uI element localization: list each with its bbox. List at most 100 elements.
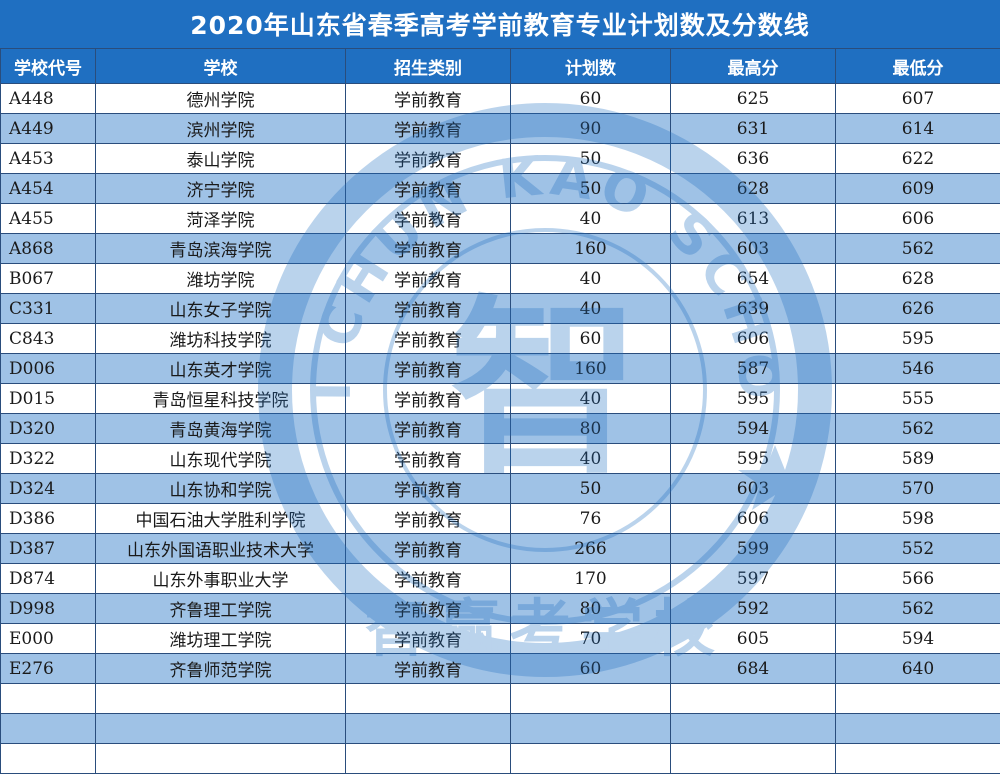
cell-code: [1, 714, 96, 744]
cell-school: 潍坊学院: [96, 264, 346, 294]
cell-code: D387: [1, 534, 96, 564]
cell-code: E276: [1, 654, 96, 684]
cell-max-score: 595: [671, 444, 836, 474]
cell-category: 学前教育: [346, 504, 511, 534]
cell-max-score: 625: [671, 84, 836, 114]
cell-category: 学前教育: [346, 84, 511, 114]
column-header-max-score: 最高分: [671, 49, 836, 84]
cell-min-score: [836, 684, 1000, 714]
cell-max-score: [671, 744, 836, 774]
cell-category: [346, 714, 511, 744]
cell-max-score: 613: [671, 204, 836, 234]
cell-plan: 160: [511, 234, 671, 264]
cell-max-score: 603: [671, 474, 836, 504]
cell-min-score: 555: [836, 384, 1000, 414]
cell-code: [1, 684, 96, 714]
cell-category: 学前教育: [346, 204, 511, 234]
cell-plan: 50: [511, 144, 671, 174]
cell-school: 山东外国语职业技术大学: [96, 534, 346, 564]
cell-min-score: 595: [836, 324, 1000, 354]
cell-max-score: 684: [671, 654, 836, 684]
cell-max-score: 595: [671, 384, 836, 414]
cell-plan: 90: [511, 114, 671, 144]
cell-school: 菏泽学院: [96, 204, 346, 234]
cell-max-score: [671, 714, 836, 744]
cell-min-score: 562: [836, 594, 1000, 624]
cell-plan: 50: [511, 474, 671, 504]
table-header-row: 学校代号 学校 招生类别 计划数 最高分 最低分: [1, 49, 1000, 84]
cell-school: [96, 684, 346, 714]
cell-min-score: 546: [836, 354, 1000, 384]
cell-max-score: 592: [671, 594, 836, 624]
cell-plan: 80: [511, 414, 671, 444]
cell-category: 学前教育: [346, 594, 511, 624]
cell-category: 学前教育: [346, 384, 511, 414]
cell-school: 山东现代学院: [96, 444, 346, 474]
cell-code: A453: [1, 144, 96, 174]
cell-min-score: 609: [836, 174, 1000, 204]
cell-code: D386: [1, 504, 96, 534]
cell-max-score: 628: [671, 174, 836, 204]
cell-category: [346, 684, 511, 714]
cell-min-score: 598: [836, 504, 1000, 534]
cell-category: 学前教育: [346, 414, 511, 444]
cell-category: 学前教育: [346, 264, 511, 294]
cell-code: A448: [1, 84, 96, 114]
cell-category: 学前教育: [346, 114, 511, 144]
cell-school: [96, 714, 346, 744]
cell-plan: 76: [511, 504, 671, 534]
cell-min-score: [836, 744, 1000, 774]
cell-code: E000: [1, 624, 96, 654]
cell-school: 青岛恒星科技学院: [96, 384, 346, 414]
cell-min-score: 614: [836, 114, 1000, 144]
cell-category: 学前教育: [346, 564, 511, 594]
cell-category: 学前教育: [346, 174, 511, 204]
cell-school: 青岛滨海学院: [96, 234, 346, 264]
cell-school: 中国石油大学胜利学院: [96, 504, 346, 534]
cell-school: 泰山学院: [96, 144, 346, 174]
cell-min-score: 562: [836, 234, 1000, 264]
cell-plan: 40: [511, 264, 671, 294]
cell-max-score: 605: [671, 624, 836, 654]
cell-category: 学前教育: [346, 324, 511, 354]
cell-max-score: 606: [671, 324, 836, 354]
cell-max-score: [671, 684, 836, 714]
cell-max-score: 603: [671, 234, 836, 264]
column-header-plan: 计划数: [511, 49, 671, 84]
cell-category: 学前教育: [346, 654, 511, 684]
cell-category: 学前教育: [346, 144, 511, 174]
cell-code: A449: [1, 114, 96, 144]
cell-code: D324: [1, 474, 96, 504]
cell-min-score: 640: [836, 654, 1000, 684]
cell-plan: [511, 684, 671, 714]
cell-school: 济宁学院: [96, 174, 346, 204]
cell-min-score: 626: [836, 294, 1000, 324]
cell-max-score: 636: [671, 144, 836, 174]
cell-category: 学前教育: [346, 474, 511, 504]
cell-min-score: 570: [836, 474, 1000, 504]
cell-school: 齐鲁理工学院: [96, 594, 346, 624]
column-header-school: 学校: [96, 49, 346, 84]
cell-max-score: 639: [671, 294, 836, 324]
cell-code: B067: [1, 264, 96, 294]
cell-code: C843: [1, 324, 96, 354]
cell-plan: 40: [511, 444, 671, 474]
cell-plan: 40: [511, 384, 671, 414]
cell-plan: 170: [511, 564, 671, 594]
cell-min-score: 552: [836, 534, 1000, 564]
column-header-category: 招生类别: [346, 49, 511, 84]
cell-school: 山东外事职业大学: [96, 564, 346, 594]
cell-min-score: 566: [836, 564, 1000, 594]
